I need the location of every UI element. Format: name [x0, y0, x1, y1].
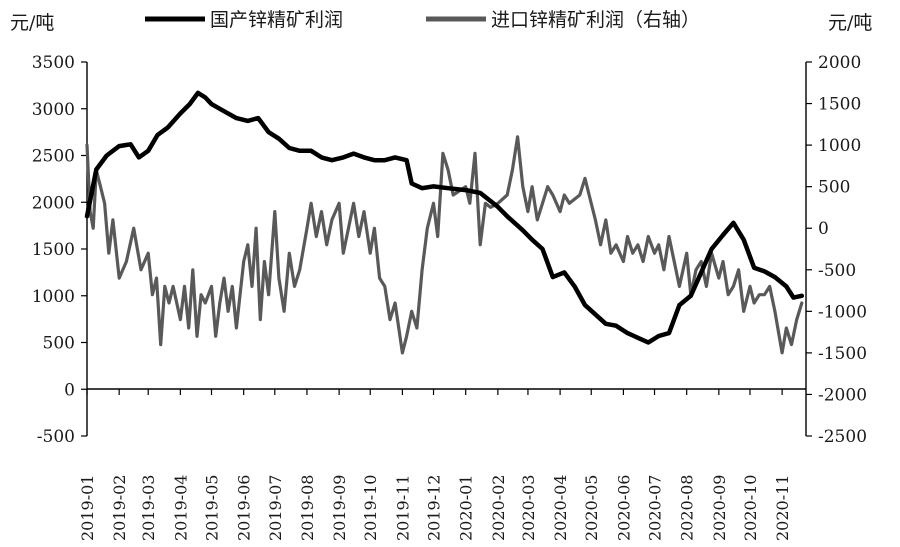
left-tick-label: 2500 — [32, 147, 75, 167]
x-tick-label: 2019-05 — [203, 475, 222, 541]
legend: 国产锌精矿利润 进口锌精矿利润（右轴） — [145, 9, 700, 31]
x-tick-label: 2019-08 — [298, 475, 317, 541]
x-tick-label: 2020-07 — [646, 475, 665, 541]
x-tick-label: 2020-05 — [582, 475, 601, 541]
x-tick-label: 2019-01 — [78, 475, 97, 541]
legend-label-domestic: 国产锌精矿利润 — [210, 9, 343, 31]
x-tick-label: 2019-11 — [393, 475, 412, 541]
axes: 3500 3000 2500 2000 1500 1000 500 0 -500 2000 1500… — [32, 53, 867, 541]
series-lines — [84, 90, 805, 355]
x-tick-label: 2020-04 — [551, 475, 570, 541]
right-tick-label: -2000 — [818, 385, 867, 405]
x-tick-label: 2020-09 — [710, 475, 729, 541]
left-tick-label: 2000 — [32, 193, 75, 213]
left-tick-label: 500 — [43, 334, 75, 354]
right-tick-label: 1000 — [818, 136, 861, 156]
legend-label-imported: 进口锌精矿利润（右轴） — [491, 9, 700, 31]
x-tick-label: 2019-09 — [330, 475, 349, 541]
left-tick-label: 3000 — [32, 100, 75, 120]
x-tick-label: 2020-08 — [678, 475, 697, 541]
x-tick-label: 2019-04 — [171, 475, 190, 541]
left-tick-label: 3500 — [32, 53, 75, 73]
right-tick-label: 1500 — [818, 95, 861, 115]
x-tick-label: 2020-03 — [519, 475, 538, 541]
x-tick-label: 2019-06 — [235, 475, 254, 541]
left-tick-label: -500 — [37, 427, 75, 447]
left-axis-unit: 元/吨 — [10, 12, 54, 34]
x-tick-label: 2019-02 — [110, 475, 129, 541]
x-tick-label: 2019-12 — [425, 475, 444, 541]
x-tick-label: 2019-10 — [361, 475, 380, 541]
right-tick-label: -2500 — [818, 427, 867, 447]
left-tick-label: 0 — [64, 380, 75, 400]
right-axis-unit: 元/吨 — [828, 12, 872, 34]
right-tick-label: -1500 — [818, 344, 867, 364]
x-tick-label: 2020-10 — [741, 475, 760, 541]
x-tick-label: 2020-06 — [614, 475, 633, 541]
series-line-imported — [85, 135, 804, 355]
x-tick-label: 2019-07 — [266, 475, 285, 541]
right-tick-label: 0 — [818, 219, 829, 239]
x-tick-label: 2020-02 — [489, 475, 508, 541]
x-tick-label: 2019-03 — [139, 475, 158, 541]
left-tick-label: 1500 — [32, 240, 75, 260]
right-tick-label: -1000 — [818, 302, 867, 322]
x-tick-label: 2020-11 — [773, 475, 792, 541]
left-tick-label: 1000 — [32, 287, 75, 307]
series-line-domestic — [84, 90, 805, 345]
right-tick-label: 500 — [818, 178, 850, 198]
right-tick-label: -500 — [818, 261, 856, 281]
x-tick-label: 2020-01 — [457, 475, 476, 541]
right-tick-label: 2000 — [818, 53, 861, 73]
